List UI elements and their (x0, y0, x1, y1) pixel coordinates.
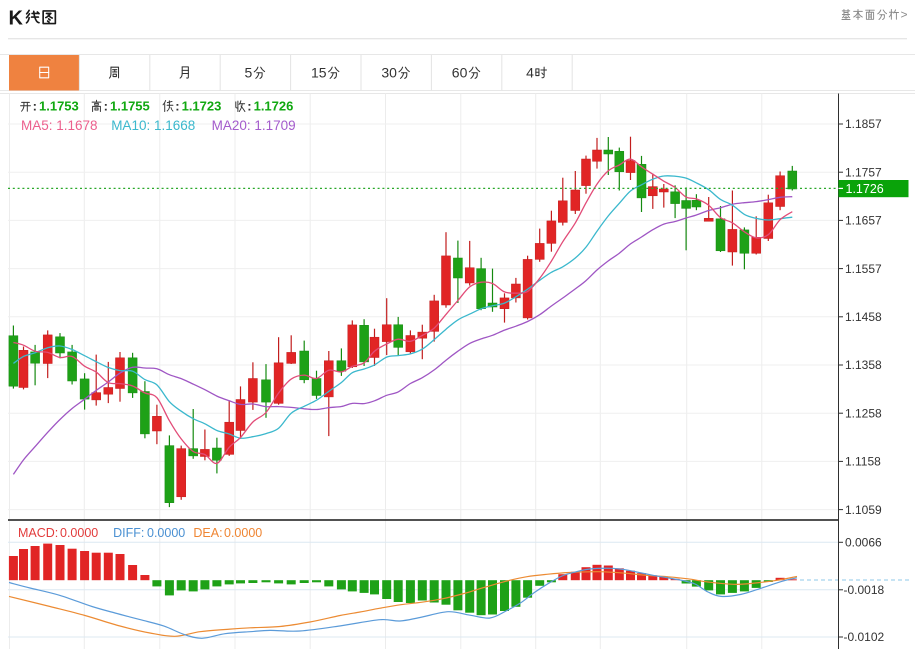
svg-text:1.1726: 1.1726 (254, 99, 294, 114)
svg-text:DEA:: DEA: (193, 526, 222, 540)
svg-text:4: 4 (526, 65, 534, 81)
svg-text:1.1757: 1.1757 (845, 165, 882, 179)
svg-text:MA10: 1.1668: MA10: 1.1668 (111, 118, 195, 133)
svg-text:1.1358: 1.1358 (845, 358, 882, 372)
svg-text:60: 60 (452, 65, 468, 81)
svg-text:1.1158: 1.1158 (845, 455, 881, 469)
svg-text:K: K (9, 8, 24, 30)
svg-text:5: 5 (245, 65, 253, 81)
svg-text:30: 30 (381, 65, 397, 81)
svg-text:1.1723: 1.1723 (182, 99, 222, 114)
svg-text:1.1657: 1.1657 (845, 214, 882, 228)
svg-text:MACD:: MACD: (18, 526, 58, 540)
svg-text:1.1458: 1.1458 (845, 310, 882, 324)
svg-text:1.1557: 1.1557 (845, 262, 882, 276)
svg-text:1.1258: 1.1258 (845, 406, 882, 420)
svg-text:-0.0018: -0.0018 (844, 583, 885, 597)
svg-text:1.1753: 1.1753 (39, 99, 79, 114)
svg-text:0.0066: 0.0066 (845, 536, 882, 550)
svg-text:0.0000: 0.0000 (60, 526, 98, 540)
svg-text::: : (104, 99, 108, 114)
svg-text:0.0000: 0.0000 (224, 526, 262, 540)
svg-text:-0.0102: -0.0102 (844, 630, 885, 644)
svg-text:1.1726: 1.1726 (846, 182, 884, 196)
svg-text::: : (33, 99, 37, 114)
svg-text:DIFF:: DIFF: (113, 526, 144, 540)
svg-text:1.1857: 1.1857 (845, 117, 882, 131)
svg-text:1.1059: 1.1059 (845, 503, 882, 517)
svg-text::: : (175, 99, 179, 114)
svg-text:1.1755: 1.1755 (110, 99, 150, 114)
svg-text:>: > (901, 8, 908, 22)
svg-text:15: 15 (311, 65, 327, 81)
svg-text:MA5: 1.1678: MA5: 1.1678 (21, 118, 98, 133)
svg-text::: : (247, 99, 251, 114)
svg-text:MA20: 1.1709: MA20: 1.1709 (212, 118, 296, 133)
svg-text:0.0000: 0.0000 (147, 526, 185, 540)
